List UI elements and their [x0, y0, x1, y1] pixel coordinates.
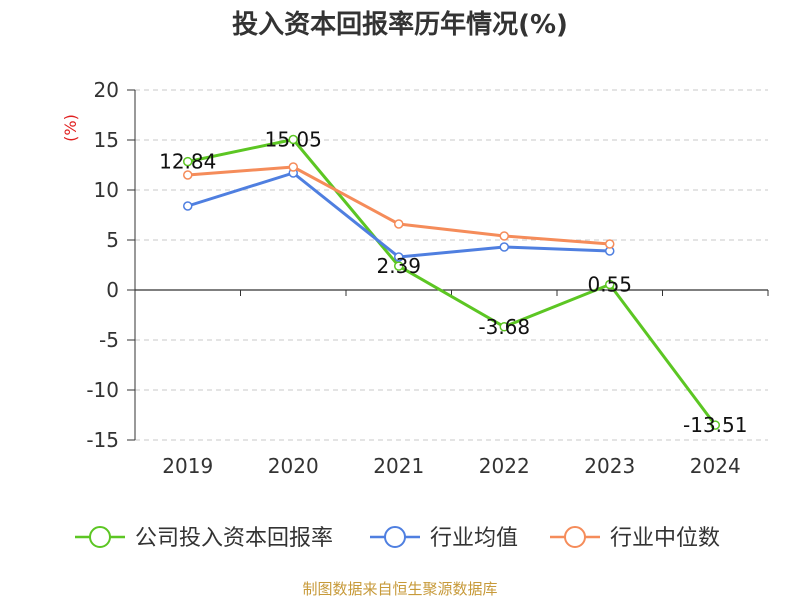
- data-point: [394, 252, 404, 262]
- chart-title: 投入资本回报率历年情况(%): [232, 9, 568, 40]
- data-label: 12.84: [159, 150, 216, 174]
- data-point: [499, 231, 509, 241]
- legend-marker-icon: [564, 526, 586, 548]
- y-tick-label: -10: [86, 378, 119, 402]
- data-point: [288, 162, 298, 172]
- data-point: [394, 219, 404, 229]
- data-point: [288, 134, 298, 145]
- grid-layer: [135, 89, 768, 441]
- legend-label: 公司投入资本回报率: [135, 526, 333, 551]
- data-label: -13.51: [683, 413, 747, 437]
- y-tick-label: 15: [94, 128, 119, 152]
- legend-label: 行业均值: [430, 526, 518, 551]
- x-tick-label: 2019: [162, 454, 213, 478]
- series-line: [187, 138, 717, 427]
- y-tick-label: 20: [94, 78, 119, 102]
- y-tick-label: 10: [94, 178, 119, 202]
- axis-layer: 20 15 10 5 0 -5 -10 -15 2019 2020 2021 2022 2023 2024: [86, 78, 769, 478]
- legend-item: 行业均值: [370, 526, 518, 551]
- data-label: 0.55: [587, 273, 632, 297]
- y-tick-label: 5: [106, 228, 119, 252]
- y-tick-label: -5: [99, 328, 119, 352]
- x-tick-label: 2024: [690, 454, 741, 478]
- data-point: [183, 156, 193, 167]
- data-point: [710, 420, 720, 430]
- data-label-layer: 12.84 15.05 2.39 -3.68 0.55 -13.51: [159, 128, 747, 438]
- legend-item: 行业中位数: [550, 526, 720, 551]
- legend-label: 行业中位数: [610, 526, 720, 551]
- x-tick-label: 2021: [373, 454, 424, 478]
- x-tick-label: 2020: [268, 454, 319, 478]
- x-tick-label: 2023: [584, 454, 635, 478]
- legend: 公司投入资本回报率 行业均值 行业中位数: [75, 526, 720, 551]
- series-line: [187, 165, 610, 246]
- series-layer: [183, 134, 720, 430]
- source-note: 制图数据来自恒生聚源数据库: [302, 580, 497, 598]
- data-label: -3.68: [478, 315, 530, 339]
- series-1: [183, 168, 615, 262]
- x-tick-label: 2022: [479, 454, 530, 478]
- series-0: [183, 134, 720, 430]
- data-point: [183, 201, 193, 211]
- data-label: 2.39: [376, 254, 421, 278]
- data-point: [394, 261, 404, 271]
- legend-item: 公司投入资本回报率: [75, 526, 333, 551]
- data-point: [605, 279, 615, 290]
- series-line: [187, 171, 610, 259]
- y-tick-label: 0: [106, 278, 119, 302]
- y-axis-label: (%): [61, 114, 80, 142]
- series-2: [183, 162, 615, 249]
- data-point: [499, 242, 509, 252]
- legend-marker-icon: [384, 526, 406, 548]
- data-point: [605, 239, 615, 249]
- data-point: [499, 322, 509, 332]
- data-label: 15.05: [265, 128, 322, 152]
- y-tick-label: -15: [86, 428, 119, 452]
- legend-marker-icon: [89, 526, 111, 548]
- data-point: [183, 170, 193, 180]
